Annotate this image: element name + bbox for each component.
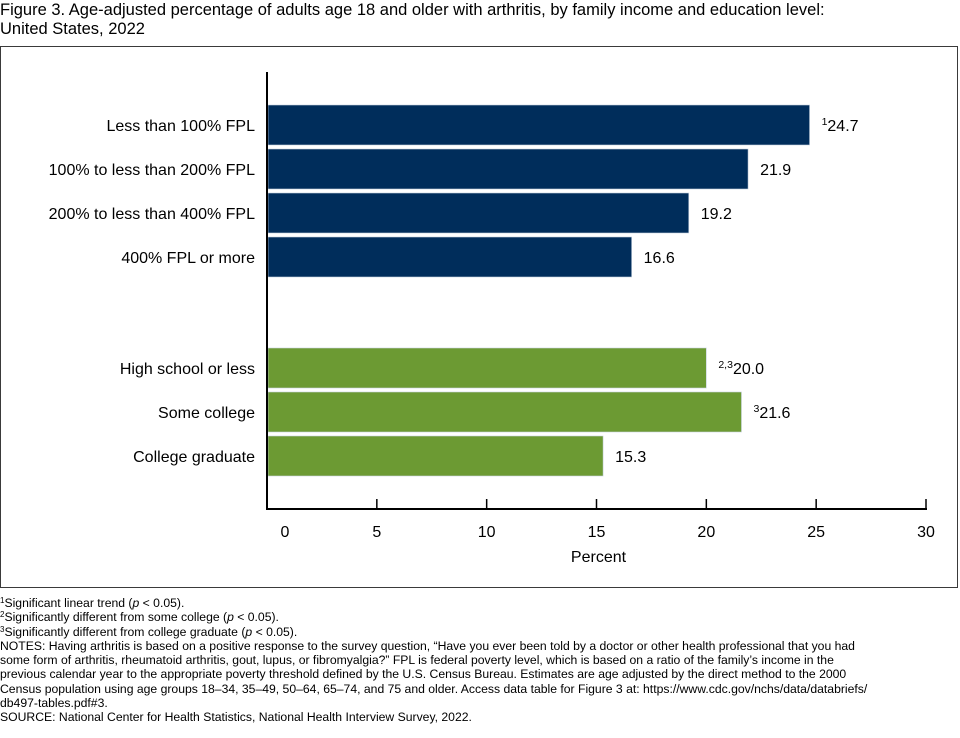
notes-line-4: Census population using age groups 18–34… [0,681,868,696]
footnotes: 1Significant linear trend (p < 0.05). 2S… [0,596,960,725]
bar [267,104,810,146]
x-tick-label: 30 [917,524,935,541]
bar [267,391,742,433]
significance-superscript: 3 [753,403,759,415]
bar [267,236,632,278]
footnote-2: 2Significantly different from some colle… [0,610,279,625]
significance-superscript: 1 [822,116,828,128]
source-line: SOURCE: National Center for Health Stati… [0,710,472,725]
figure-title: Figure 3. Age-adjusted percentage of adu… [0,1,960,39]
notes-line-1: NOTES: Having arthritis is based on a po… [0,638,855,653]
value-label: 2,320.0 [718,359,764,378]
notes-line-5: db497-tables.pdf#3. [0,696,108,711]
value-label: 15.3 [615,449,646,466]
value-text: 20.0 [733,361,764,378]
footnote-3: 3Significantly different from college gr… [0,624,298,639]
bars-layer [267,104,810,477]
category-label: 100% to less than 200% FPL [49,162,255,179]
value-label: 21.9 [760,162,791,179]
axes-layer [266,72,927,510]
bar-chart: Less than 100% FPL 124.7 100% to less than… [49,72,935,566]
bar [267,435,604,477]
significance-superscript: 2,3 [718,359,733,371]
category-label: High school or less [120,361,255,378]
bar [267,347,707,389]
x-tick-label: 15 [588,524,606,541]
figure-title-line-1: Figure 3. Age-adjusted percentage of adu… [0,1,825,19]
x-tick-label: 10 [478,524,496,541]
chart-frame [0,46,958,588]
footnote-1: 1Significant linear trend (p < 0.05). [0,596,185,610]
value-label: 16.6 [644,250,675,267]
notes-line-2: some form of arthritis, rheumatoid arthr… [0,653,834,668]
value-label: 321.6 [753,403,790,422]
value-label: 124.7 [822,116,859,135]
value-text: 21.6 [759,405,790,422]
value-text: 24.7 [827,118,858,135]
category-label: Some college [158,405,255,422]
figure-title-line-2: United States, 2022 [0,20,145,38]
bar [267,192,690,234]
labels-layer: Less than 100% FPL 124.7 100% to less than… [49,116,935,566]
category-label: College graduate [133,449,255,466]
x-tick-label: 25 [807,524,825,541]
x-tick-label: 5 [372,524,381,541]
category-label: Less than 100% FPL [106,118,255,135]
x-axis-title: Percent [571,549,627,566]
category-label: 400% FPL or more [121,250,255,267]
bar [267,148,749,190]
x-tick-label: 0 [281,524,290,541]
category-label: 200% to less than 400% FPL [49,206,255,223]
value-label: 19.2 [701,206,732,223]
notes-line-3: previous calendar year to the appropriat… [0,667,847,682]
x-tick-label: 20 [697,524,715,541]
